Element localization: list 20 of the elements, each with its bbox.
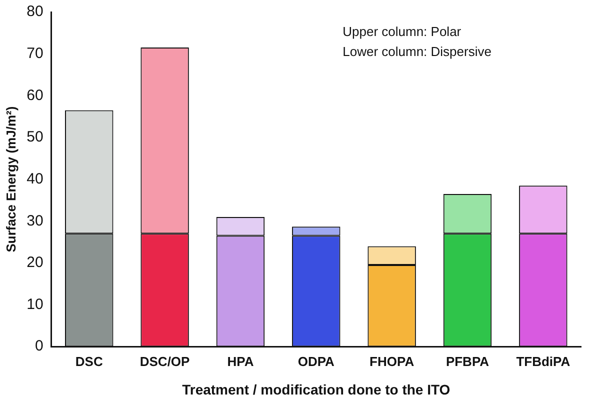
y-tick-label: 10 [26,296,44,313]
x-tick-label: ODPA [298,354,336,369]
x-tick-label: PFBPA [446,354,490,369]
x-axis-title: Treatment / modification done to the ITO [182,381,450,398]
x-tick-label: DSC/OP [140,354,190,369]
x-tick-label: DSC [75,354,104,369]
y-tick-label: 80 [26,3,44,20]
annotation: Upper column: Polar [342,24,462,40]
y-tick-label: 70 [26,44,44,62]
y-tick-label: 30 [26,212,44,230]
x-tick-label: FHOPA [370,354,415,369]
y-axis-title: Surface Energy (mJ/m²) [3,106,18,252]
x-tick-label: HPA [227,354,254,369]
y-tick-label: 50 [26,128,44,146]
y-tick-label: 20 [26,254,44,272]
y-tick-label: 0 [34,338,44,355]
x-tick-label: TFBdiPA [516,354,571,369]
annotation: Lower column: Dispersive [342,44,492,60]
y-tick-label: 60 [26,86,44,104]
y-tick-label: 40 [26,170,44,188]
